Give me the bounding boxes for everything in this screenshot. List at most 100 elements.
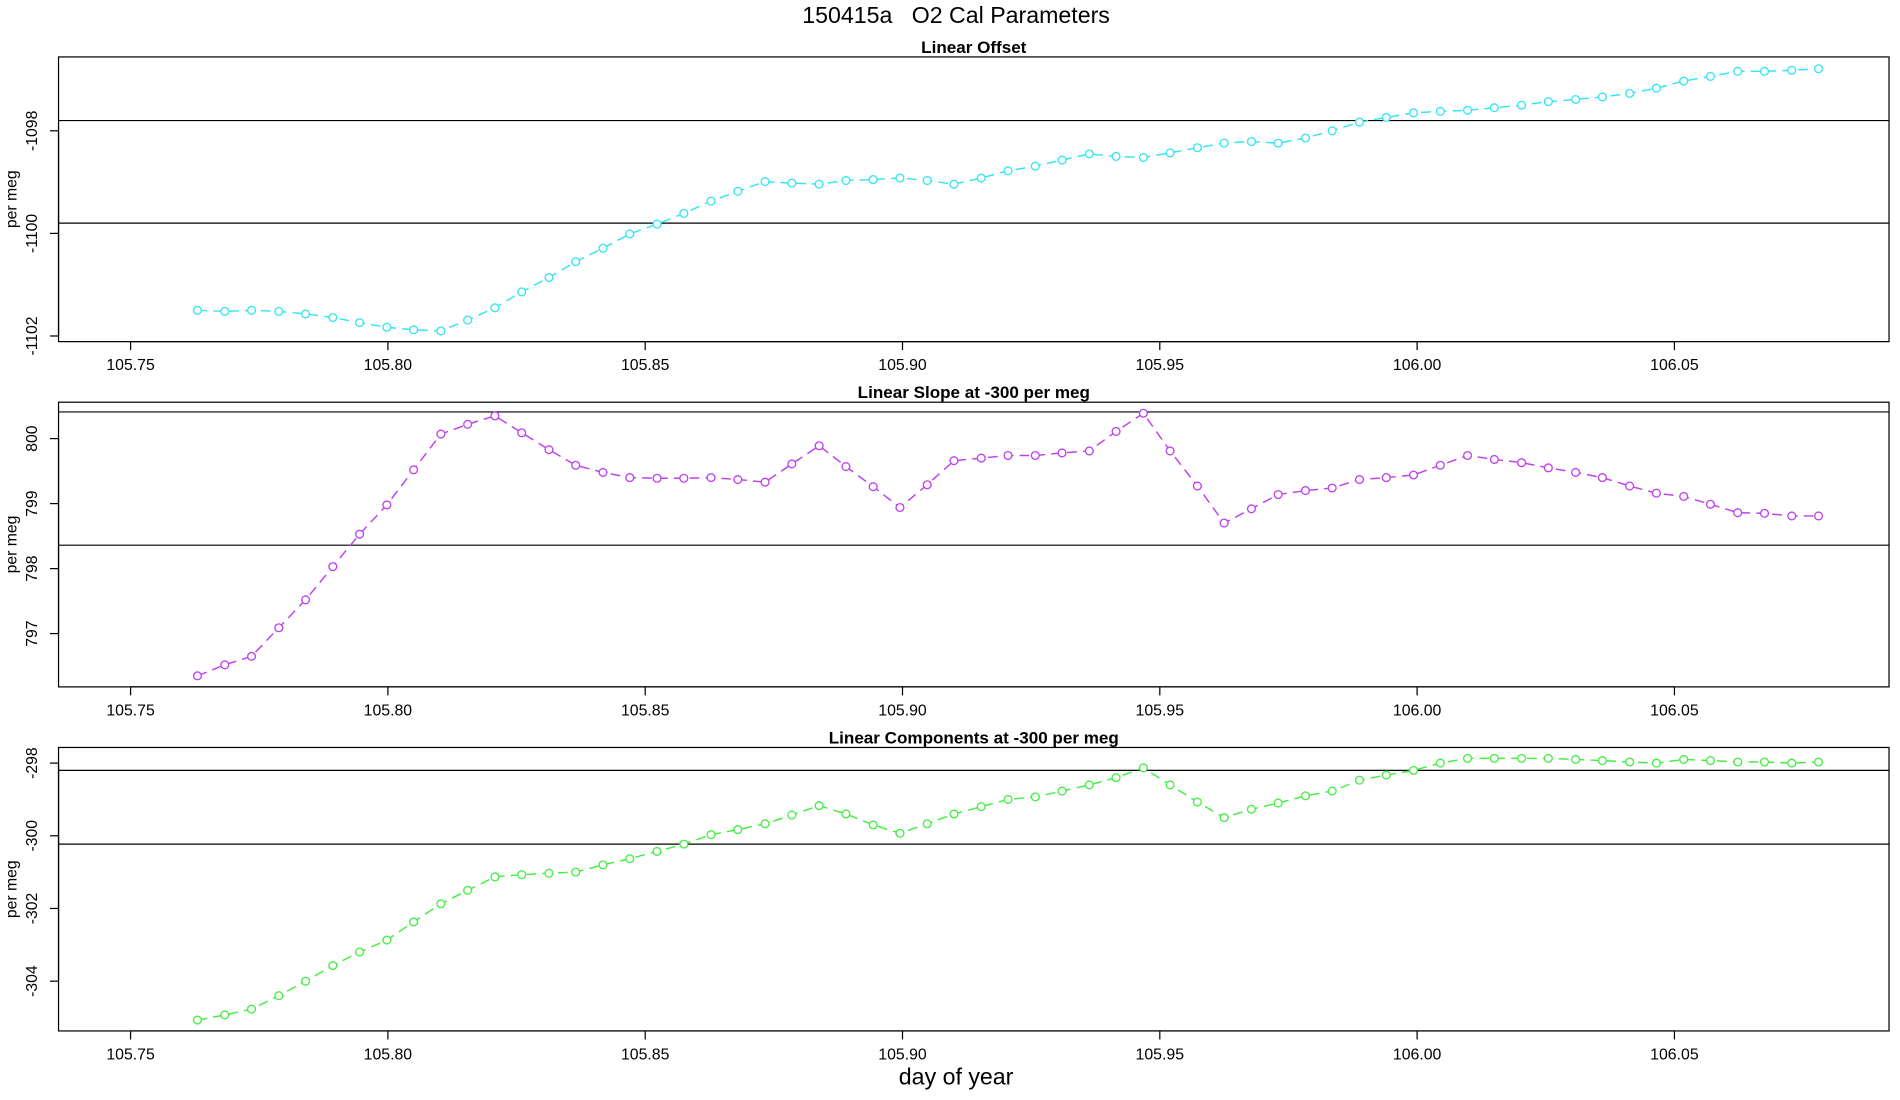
data-point — [1057, 448, 1067, 458]
data-point — [598, 243, 608, 253]
data-point — [1571, 94, 1581, 105]
data-point — [1408, 765, 1419, 775]
data-line — [197, 68, 1819, 332]
y-tick-label: -1098 — [24, 110, 41, 150]
data-point — [1705, 71, 1716, 81]
data-point — [787, 459, 797, 469]
data-point — [652, 219, 662, 229]
data-point — [1165, 446, 1175, 456]
data-point — [976, 173, 986, 183]
data-point — [1273, 138, 1283, 148]
data-point — [1517, 458, 1527, 468]
data-point — [1679, 491, 1689, 501]
data-point — [625, 473, 635, 483]
data-point — [1462, 753, 1473, 763]
data-point — [1733, 757, 1743, 767]
data-point — [814, 801, 824, 811]
data-point — [1813, 511, 1824, 521]
data-point — [220, 306, 230, 316]
data-point — [652, 473, 662, 483]
x-tick-label: 105.75 — [106, 702, 155, 719]
data-point — [436, 326, 446, 336]
data-point — [1651, 488, 1661, 498]
y-tick-label: -1102 — [24, 316, 41, 355]
data-point — [1571, 467, 1581, 477]
data-point — [1733, 508, 1743, 518]
data-point — [1787, 65, 1797, 75]
data-point — [1030, 161, 1040, 171]
data-point — [1625, 757, 1635, 767]
data-point — [409, 325, 419, 335]
data-point — [976, 802, 986, 812]
data-point — [517, 287, 527, 297]
x-tick-label: 105.80 — [364, 702, 413, 719]
data-point — [355, 529, 365, 539]
data-point — [1597, 473, 1607, 483]
data-point — [1787, 511, 1797, 521]
data-point — [1165, 780, 1175, 790]
x-tick-label: 106.05 — [1650, 357, 1699, 374]
data-point — [463, 885, 473, 895]
data-point — [1273, 798, 1283, 808]
data-point — [544, 272, 554, 283]
data-point — [1625, 88, 1635, 98]
data-point — [1003, 166, 1013, 176]
data-point — [1489, 753, 1499, 763]
data-point — [1246, 804, 1256, 814]
data-point — [679, 839, 689, 849]
data-point — [274, 306, 284, 316]
data-point — [1489, 454, 1499, 464]
x-tick-label: 105.90 — [878, 1046, 927, 1063]
x-tick-label: 106.00 — [1393, 357, 1442, 374]
data-point — [1489, 103, 1499, 113]
data-point — [1597, 756, 1607, 766]
data-point — [760, 819, 770, 829]
data-point — [1327, 786, 1337, 796]
data-point — [300, 309, 311, 319]
data-point — [841, 176, 851, 186]
y-tick-label: 800 — [24, 425, 41, 451]
data-point — [868, 820, 878, 830]
data-point — [192, 305, 203, 315]
data-point — [300, 976, 311, 986]
data-point — [1273, 489, 1283, 500]
data-point — [1084, 149, 1094, 159]
data-point — [976, 453, 986, 463]
plot-frame — [57, 746, 1890, 1032]
data-point — [246, 1004, 257, 1014]
data-point — [355, 947, 365, 957]
data-point — [706, 196, 716, 206]
data-point — [841, 809, 851, 819]
y-tick-label: 799 — [24, 490, 41, 516]
data-point — [544, 445, 554, 455]
data-point — [1327, 483, 1337, 493]
data-point — [544, 868, 554, 878]
data-point — [733, 186, 743, 196]
panel-title: Linear Slope at -300 per meg — [858, 383, 1090, 402]
data-point — [409, 465, 419, 475]
data-point — [328, 960, 338, 971]
data-point — [760, 177, 770, 187]
data-point — [355, 318, 365, 328]
data-point — [1192, 481, 1202, 491]
data-point — [436, 429, 446, 439]
x-tick-label: 105.75 — [106, 357, 155, 374]
data-point — [1165, 148, 1175, 158]
y-tick-label: 798 — [24, 555, 41, 581]
x-tick-label: 105.90 — [878, 357, 927, 374]
data-point — [1813, 757, 1824, 767]
plot-frame — [57, 56, 1890, 343]
data-point — [1679, 76, 1689, 86]
data-point — [571, 460, 581, 470]
data-point — [1462, 105, 1473, 115]
y-tick-label: 797 — [24, 620, 41, 646]
data-point — [463, 419, 473, 429]
data-point — [517, 870, 527, 880]
x-tick-label: 105.75 — [106, 1046, 155, 1063]
data-point — [706, 473, 716, 483]
data-point — [1003, 450, 1013, 461]
data-point — [517, 428, 527, 438]
data-point — [922, 819, 932, 829]
data-point — [841, 462, 851, 472]
